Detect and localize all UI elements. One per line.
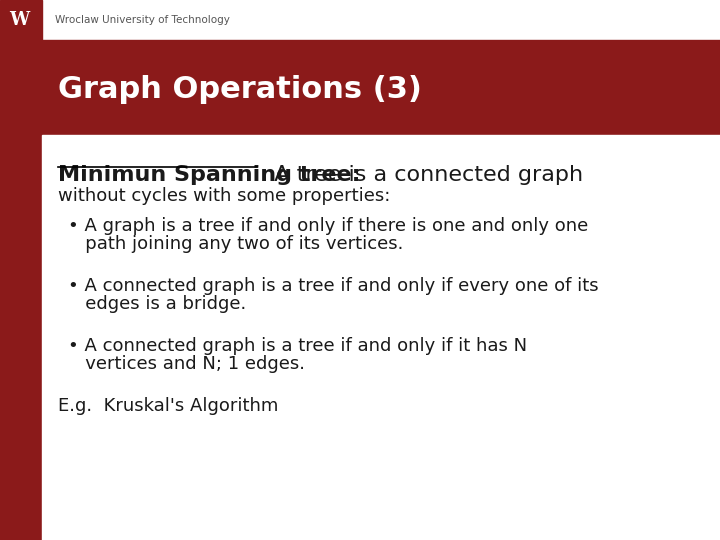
- Text: • A graph is a tree if and only if there is one and only one: • A graph is a tree if and only if there…: [68, 217, 588, 235]
- Text: E.g.  Kruskal's Algorithm: E.g. Kruskal's Algorithm: [58, 397, 279, 415]
- Bar: [42, 135, 720, 540]
- Text: path joining any two of its vertices.: path joining any two of its vertices.: [68, 235, 403, 253]
- Text: • A connected graph is a tree if and only if every one of its: • A connected graph is a tree if and onl…: [68, 277, 598, 295]
- Text: Minimun Spanning tree:: Minimun Spanning tree:: [58, 165, 361, 185]
- Text: Graph Operations (3): Graph Operations (3): [58, 76, 422, 105]
- Text: W: W: [9, 11, 29, 29]
- Text: A tree is a connected graph: A tree is a connected graph: [260, 165, 583, 185]
- Text: vertices and N; 1 edges.: vertices and N; 1 edges.: [68, 355, 305, 373]
- Bar: [0, 135, 42, 540]
- Bar: [0, 0, 42, 40]
- Text: edges is a bridge.: edges is a bridge.: [68, 295, 246, 313]
- Text: Wroclaw University of Technology: Wroclaw University of Technology: [55, 15, 230, 25]
- Text: • A connected graph is a tree if and only if it has N: • A connected graph is a tree if and onl…: [68, 337, 527, 355]
- Text: without cycles with some properties:: without cycles with some properties:: [58, 187, 390, 205]
- Bar: [5, 4, 33, 36]
- Bar: [0, 0, 720, 40]
- Bar: [0, 40, 720, 135]
